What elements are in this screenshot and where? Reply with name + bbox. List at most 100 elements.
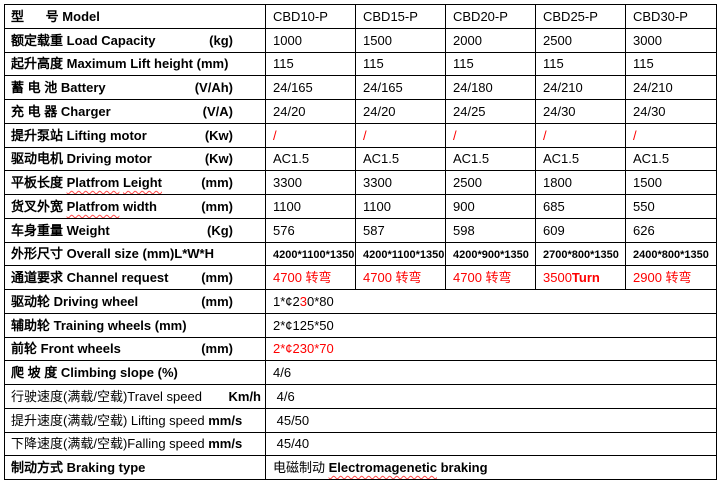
table-row: 提升泵站 Lifting motor (Kw) / / / / / [4, 122, 717, 148]
table-row: 爬 坡 度 Climbing slope (%) 4/6 [4, 360, 717, 385]
row-unit-label: (V/A) [202, 103, 233, 119]
spec-value-cell-merged: 2*¢125*50 [265, 312, 717, 338]
text-segment: Lifting motor [66, 127, 147, 143]
text-segment: Overall size (mm)L*W*H [66, 246, 214, 262]
spec-value-cell: 900 [445, 194, 536, 219]
spec-value-cell: 576 [265, 217, 356, 243]
text-segment: 2000 [453, 32, 482, 48]
text-segment: mm/s [208, 412, 243, 428]
text-segment: 型 号 [11, 8, 63, 24]
spec-value-cell: 598 [445, 217, 536, 243]
spec-value-cell: 1000 [265, 27, 356, 53]
spec-value-cell: 24/210 [535, 75, 626, 100]
row-label-cell: 提升泵站 Lifting motor (Kw) [4, 122, 266, 148]
text-segment: 行驶速度(满载/空载) [11, 388, 128, 404]
text-segment: / [543, 127, 547, 143]
text-segment: Driving wheel [53, 293, 139, 309]
text-segment: CBD20-P [453, 8, 508, 24]
row-label-text: 型 号 Model [11, 10, 100, 23]
spec-value-cell: 4200*900*1350 [445, 241, 536, 267]
text-segment: CBD25-P [543, 8, 598, 24]
text-segment: Leight [122, 175, 162, 191]
spec-value-cell: 3300 [355, 170, 446, 195]
spec-value-cell: 1100 [355, 194, 446, 219]
text-segment: 下降速度(满载/空载)Falling speed [11, 436, 209, 452]
spec-value-cell: 4700 转弯 [445, 265, 536, 290]
text-segment: 4200*1100*1350 [363, 248, 445, 261]
text-segment: 平板长度 [11, 175, 67, 191]
row-label-cell: 前轮 Front wheels (mm) [4, 336, 266, 362]
text-segment: AC1.5 [363, 151, 400, 167]
row-label-cell: 通道要求 Channel request (mm) [4, 265, 266, 290]
row-label-text: 下降速度(满载/空载)Falling speed mm/s [11, 437, 242, 450]
row-label-text: 货叉外宽 Platfrom width [11, 200, 157, 213]
spec-value-cell: / [625, 122, 717, 148]
text-segment: 900 [453, 198, 475, 214]
text-segment: 3000 [633, 32, 662, 48]
text-segment: 2500 [453, 175, 482, 191]
row-unit-label: (kg) [209, 32, 233, 48]
table-row: 充 电 器 Charger (V/A) 24/20 24/20 24/25 24/30 24… [4, 99, 717, 124]
text-segment: Model [62, 8, 100, 24]
text-segment: 24/30 [543, 103, 576, 119]
text-segment: 1000 [273, 32, 302, 48]
text-segment: Weight [66, 222, 110, 238]
row-label-cell: 驱动轮 Driving wheel (mm) [4, 289, 266, 314]
text-segment: AC1.5 [273, 151, 310, 167]
text-segment: Climbing slope (%) [60, 365, 178, 381]
text-segment: 车身重量 [11, 222, 67, 238]
spec-value-cell: / [265, 122, 356, 148]
row-unit-label: (mm) [201, 175, 233, 191]
row-label-cell: 蓄 电 池 Battery (V/Ah) [4, 75, 266, 100]
text-segment: 4/6 [273, 365, 292, 381]
spec-value-cell: 2500 [445, 170, 536, 195]
table-row: 驱动电机 Driving motor (Kw) AC1.5 AC1.5 AC1.5 AC1… [4, 146, 717, 172]
spec-value-cell-merged: 45/40 [265, 431, 717, 457]
row-label-text: 前轮 Front wheels [11, 342, 121, 355]
spec-value-cell: 24/165 [265, 75, 356, 100]
spec-value-cell: 587 [355, 217, 446, 243]
table-row: 货叉外宽 Platfrom width (mm) 1100 1100 900 685 550 [4, 194, 717, 219]
text-segment: 24/210 [543, 80, 583, 96]
row-label-text: 驱动轮 Driving wheel [11, 295, 138, 308]
text-segment: CBD30-P [633, 8, 688, 24]
row-label-cell: 下降速度(满载/空载)Falling speed mm/s [4, 431, 266, 457]
table-row: 下降速度(满载/空载)Falling speed mm/s 45/40 [4, 431, 717, 457]
table-row: 蓄 电 池 Battery (V/Ah) 24/165 24/165 24/180 24/… [4, 75, 717, 100]
spec-value-cell: CBD10-P [265, 4, 356, 29]
text-segment: Battery [60, 80, 106, 96]
text-segment: 4/6 [273, 388, 295, 404]
row-label-text: 辅助轮 Training wheels (mm) [11, 319, 187, 332]
text-segment: width [119, 198, 157, 214]
text-segment: Turn [571, 270, 600, 286]
table-row: 前轮 Front wheels (mm) 2*¢230*70 [4, 336, 717, 362]
row-label-cell: 行驶速度(满载/空载)Travel speed Km/h [4, 384, 266, 409]
text-segment: 1100 [363, 198, 391, 214]
text-segment: 额定载重 [11, 32, 67, 48]
text-segment: Front wheels [40, 341, 121, 357]
text-segment: Load Capacity [66, 32, 156, 48]
spec-value-cell: 3300 [265, 170, 356, 195]
spec-value-cell-merged: 4/6 [265, 360, 717, 385]
spec-value-cell: 1100 [265, 194, 356, 219]
spec-value-cell: 24/165 [355, 75, 446, 100]
text-segment: / [453, 127, 457, 143]
text-segment: 1800 [543, 175, 572, 191]
text-segment: 2500 [543, 32, 572, 48]
table-row: 型 号 Model CBD10-P CBD15-P CBD20-P CBD25-P CBD… [4, 4, 717, 29]
text-segment: Travel speed [127, 388, 202, 404]
spec-value-cell: / [535, 122, 626, 148]
row-unit-label: (V/Ah) [194, 80, 233, 96]
text-segment: 115 [543, 56, 564, 72]
spec-value-cell: AC1.5 [625, 146, 717, 172]
table-row: 行驶速度(满载/空载)Travel speed Km/h 4/6 [4, 384, 717, 409]
table-row: 外形尺寸 Overall size (mm)L*W*H 4200*1100*135… [4, 241, 717, 267]
text-segment: 蓄 电 池 [11, 80, 61, 96]
text-segment: 2*¢230*70 [273, 341, 334, 357]
text-segment: 3500 [543, 270, 572, 286]
text-segment: 制动方式 [11, 460, 67, 476]
text-segment: 4700 转弯 [363, 270, 422, 286]
text-segment: 3300 [363, 175, 392, 191]
row-label-cell: 充 电 器 Charger (V/A) [4, 99, 266, 124]
spec-value-cell: 115 [535, 51, 626, 77]
